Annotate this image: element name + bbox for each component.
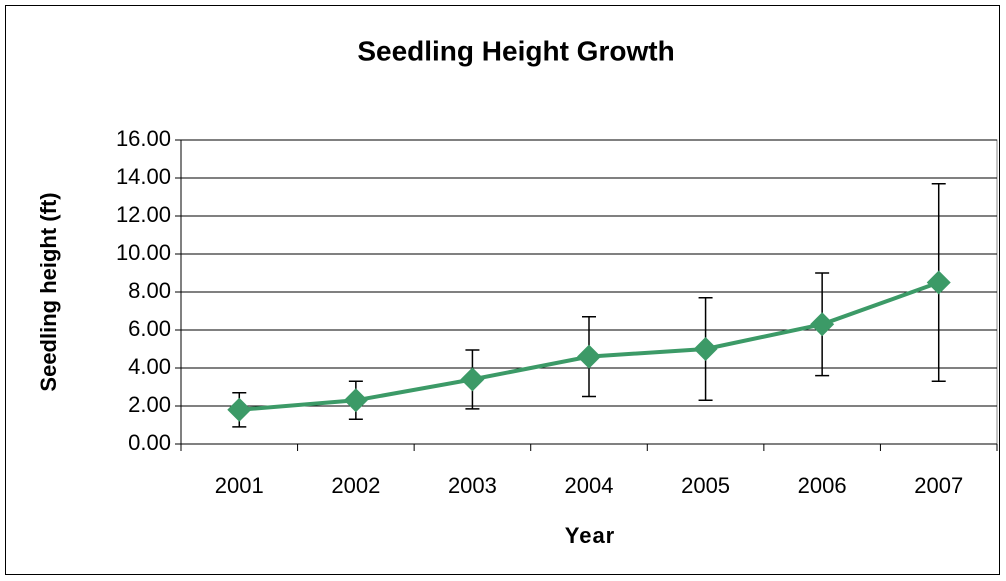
y-tick-label: 10.00 [116,240,171,265]
data-marker [460,367,485,392]
data-marker [810,312,835,337]
y-axis-label: Seedling height (ft) [36,192,61,391]
y-tick-label: 2.00 [128,392,171,417]
y-tick-label: 14.00 [116,164,171,189]
x-tick-label: 2002 [331,473,380,498]
y-tick-label: 8.00 [128,278,171,303]
x-tick-label: 2003 [448,473,497,498]
x-tick-label: 2007 [914,473,963,498]
x-tick-label: 2006 [798,473,847,498]
y-tick-label: 4.00 [128,354,171,379]
data-marker [577,344,601,369]
y-tick-label: 12.00 [116,202,171,227]
x-tick-label: 2001 [215,473,264,498]
x-axis-label: Year [565,523,616,548]
x-tick-label: 2004 [565,473,614,498]
y-tick-label: 0.00 [128,430,171,455]
data-marker [227,397,252,422]
data-marker [926,270,951,295]
y-tick-label: 16.00 [116,126,171,151]
chart-title: Seedling Height Growth [357,35,674,66]
data-marker [693,337,718,361]
data-marker [343,388,368,413]
x-tick-label: 2005 [681,473,730,498]
y-tick-label: 6.00 [128,316,171,341]
